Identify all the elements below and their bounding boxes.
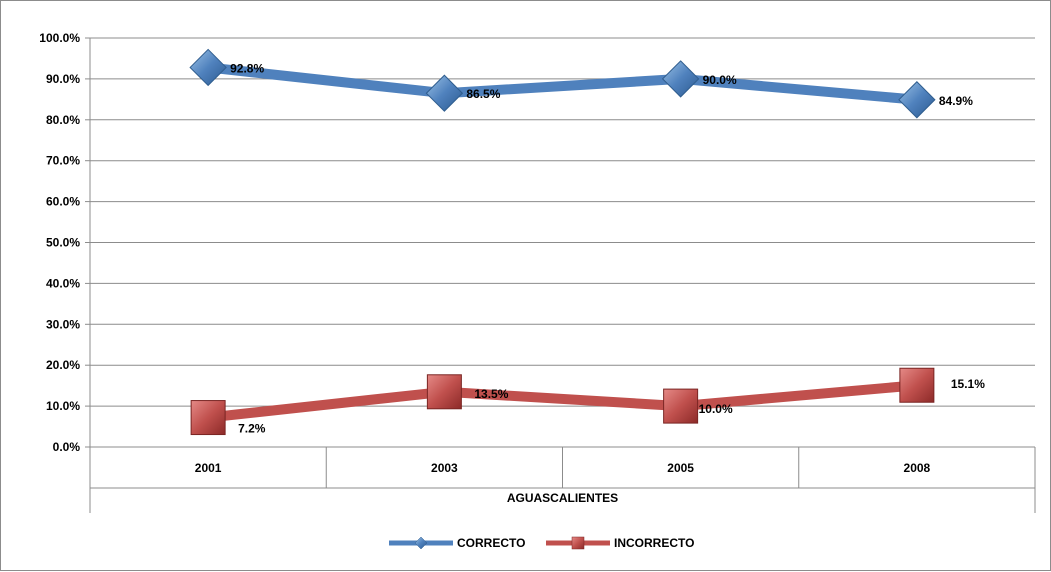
y-tick-label: 30.0% <box>46 317 80 331</box>
x-group-label: AGUASCALIENTES <box>507 491 618 505</box>
data-point-correcto <box>426 75 462 111</box>
data-label-incorrecto: 7.2% <box>238 422 266 436</box>
data-label-correcto: 90.0% <box>703 73 737 87</box>
data-point-incorrecto <box>900 368 934 402</box>
data-point-correcto <box>899 82 935 118</box>
data-labels: 92.8% 86.5% 90.0% 84.9% 7.2% 13.5% 10.0% 15.1% <box>230 61 985 435</box>
data-label-correcto: 84.9% <box>939 94 973 108</box>
data-point-correcto <box>663 61 699 97</box>
data-point-correcto <box>190 49 226 85</box>
y-tick-label: 20.0% <box>46 358 80 372</box>
x-tick-label: 2008 <box>904 461 931 475</box>
series-line-incorrecto <box>208 385 917 417</box>
legend-label-correcto: CORRECTO <box>457 536 525 550</box>
data-point-incorrecto <box>664 389 698 423</box>
data-label-incorrecto: 13.5% <box>474 387 508 401</box>
legend-marker-correcto <box>415 537 427 549</box>
x-tick-label: 2003 <box>431 461 458 475</box>
data-point-incorrecto <box>427 375 461 409</box>
data-label-correcto: 92.8% <box>230 61 264 75</box>
y-tick-label: 0.0% <box>53 440 81 454</box>
y-tick-label: 100.0% <box>39 31 80 45</box>
x-tick-label: 2005 <box>667 461 694 475</box>
y-tick-label: 40.0% <box>46 276 80 290</box>
legend-marker-incorrecto <box>572 537 584 549</box>
y-tick-label: 90.0% <box>46 72 80 86</box>
x-tick-label: 2001 <box>195 461 222 475</box>
series-line-correcto <box>208 67 917 99</box>
data-label-incorrecto: 15.1% <box>951 377 985 391</box>
data-point-incorrecto <box>191 401 225 435</box>
y-tick-label: 60.0% <box>46 195 80 209</box>
legend: CORRECTO INCORRECTO <box>389 536 694 550</box>
y-tick-label: 80.0% <box>46 113 80 127</box>
y-tick-label: 70.0% <box>46 154 80 168</box>
legend-label-incorrecto: INCORRECTO <box>614 536 694 550</box>
data-label-incorrecto: 10.0% <box>699 402 733 416</box>
y-tick-label: 10.0% <box>46 399 80 413</box>
y-tick-label: 50.0% <box>46 236 80 250</box>
data-label-correcto: 86.5% <box>466 87 500 101</box>
axes: 0.0% 10.0% 20.0% 30.0% 40.0% 50.0% 60.0% 70.0% 8… <box>39 31 1035 513</box>
